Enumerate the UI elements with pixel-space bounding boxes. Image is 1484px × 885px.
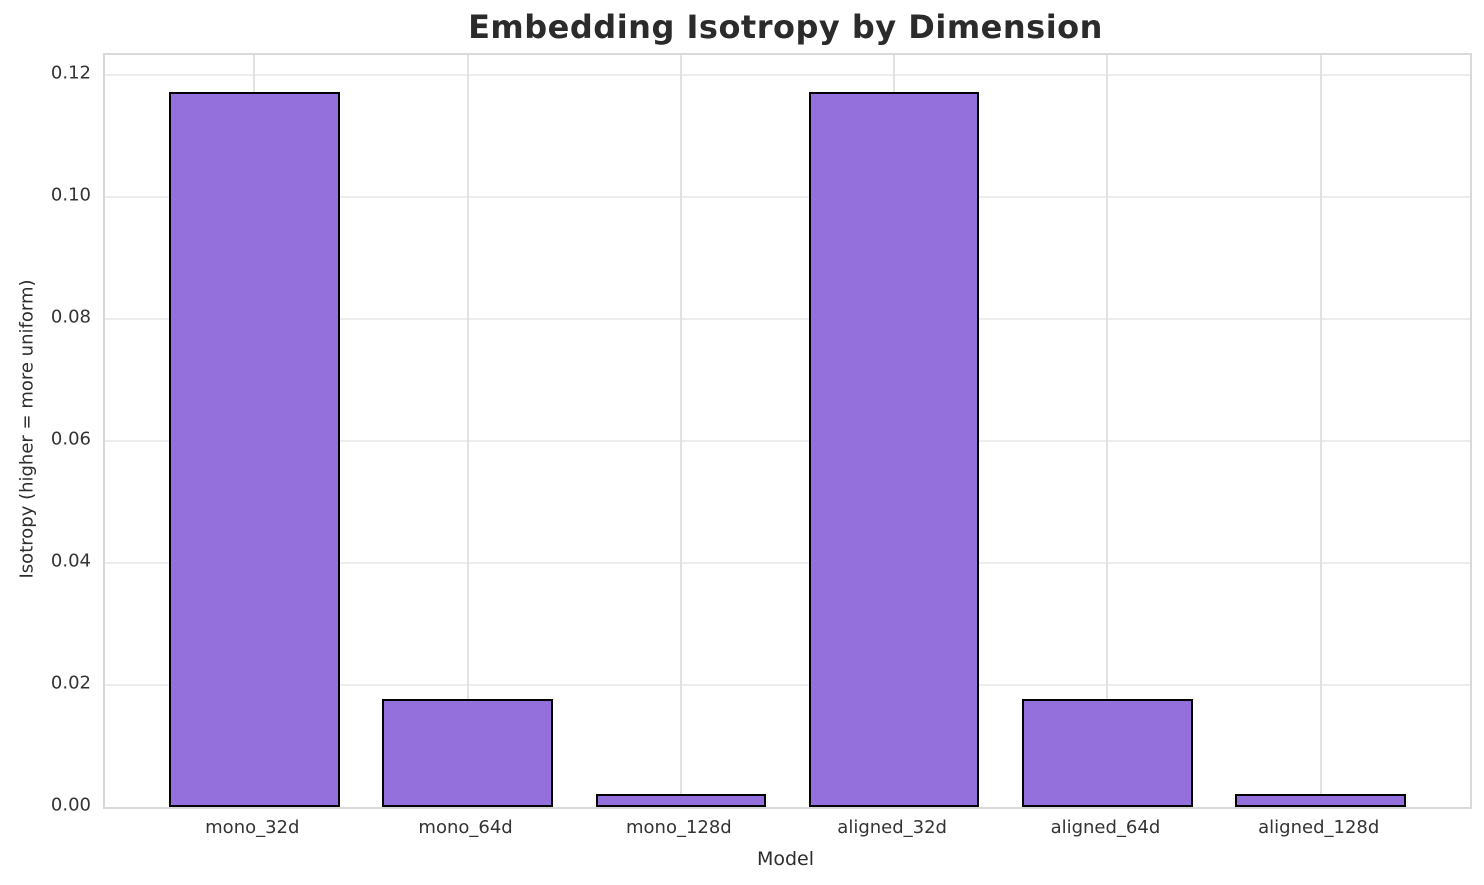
x-tick-label: aligned_32d <box>837 817 947 838</box>
bar-mono_32d <box>168 91 340 807</box>
chart-title: Embedding Isotropy by Dimension <box>468 8 1103 46</box>
gridline-vertical <box>679 55 682 807</box>
y-tick-label: 0.12 <box>50 62 91 84</box>
x-tick-label: mono_64d <box>418 817 513 838</box>
y-tick-label: 0.08 <box>50 306 91 328</box>
x-tick-label: aligned_64d <box>1050 817 1161 838</box>
gridline-horizontal <box>105 440 1470 443</box>
gridline-vertical <box>466 55 469 807</box>
y-tick-label: 0.02 <box>50 672 91 694</box>
y-tick-label: 0.06 <box>50 428 91 450</box>
y-tick-label: 0.04 <box>50 550 91 572</box>
y-tick-label: 0.00 <box>50 794 91 816</box>
plot-area <box>103 53 1472 809</box>
gridline-horizontal <box>105 196 1470 199</box>
bar-aligned_64d <box>1022 699 1193 807</box>
gridline-horizontal <box>105 684 1470 687</box>
x-tick-label: mono_128d <box>625 817 732 838</box>
bar-mono_128d <box>595 794 767 807</box>
bar-aligned_128d <box>1235 794 1407 807</box>
x-tick-label: mono_32d <box>205 817 300 838</box>
gridline-horizontal <box>105 562 1470 565</box>
gridline-horizontal <box>105 74 1470 77</box>
x-axis-label: Model <box>756 848 815 870</box>
gridline-horizontal <box>105 318 1470 321</box>
x-tick-label: aligned_128d <box>1258 817 1380 838</box>
y-tick-label: 0.10 <box>50 184 91 206</box>
gridline-vertical <box>1319 55 1322 807</box>
bar-mono_64d <box>382 699 553 807</box>
gridline-vertical <box>1106 55 1109 807</box>
bar-aligned_32d <box>808 91 980 807</box>
